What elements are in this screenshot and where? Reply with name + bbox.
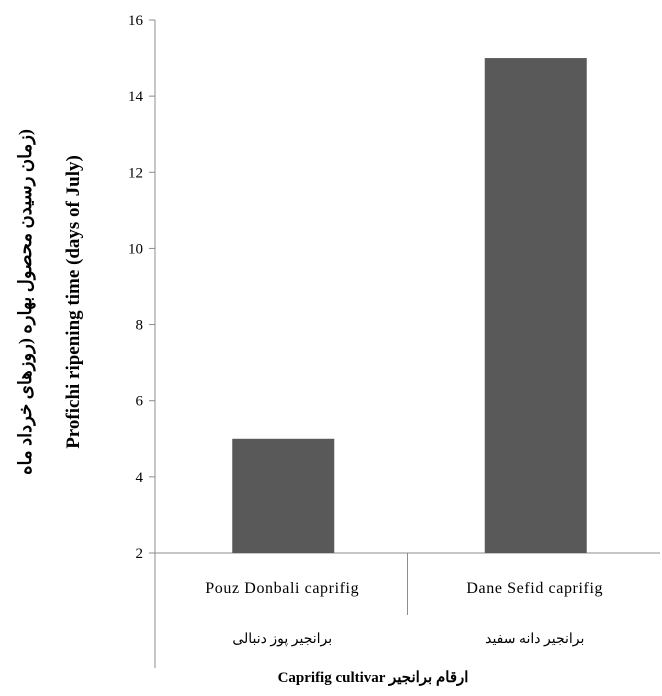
y-axis-title-persian: (زمان رسیدن محصول بهاره (روزهای خرداد ما… <box>15 129 36 475</box>
x-tick-label: Pouz Donbali caprifig <box>205 580 359 597</box>
y-tick-label: 10 <box>128 241 143 257</box>
x-tick-label-persian: برانجیر پوز دنبالی <box>232 632 332 647</box>
y-tick-label: 4 <box>136 470 144 486</box>
y-axis-title: Profichi ripening time (days of July) <box>63 155 84 449</box>
x-axis-title: Caprifig cultivar ارقام برانجیر <box>278 670 469 686</box>
bars <box>232 58 587 553</box>
y-tick-label: 14 <box>128 89 144 105</box>
y-tick-label: 2 <box>136 546 144 562</box>
y-tick-label: 16 <box>128 13 144 29</box>
bar <box>484 58 587 553</box>
x-tick-label: Dane Sefid caprifig <box>466 580 603 597</box>
y-axis-ticks: 2 4 6 8 10 12 14 16 <box>128 13 155 562</box>
bar <box>232 438 335 553</box>
category-labels: Pouz Donbali caprifig برانجیر پوز دنبالی D… <box>205 580 603 647</box>
y-tick-label: 8 <box>136 318 144 334</box>
x-tick-label-persian: برانجیر دانه سفید <box>485 632 584 647</box>
y-tick-label: 12 <box>128 165 143 181</box>
y-tick-label: 6 <box>136 394 144 410</box>
